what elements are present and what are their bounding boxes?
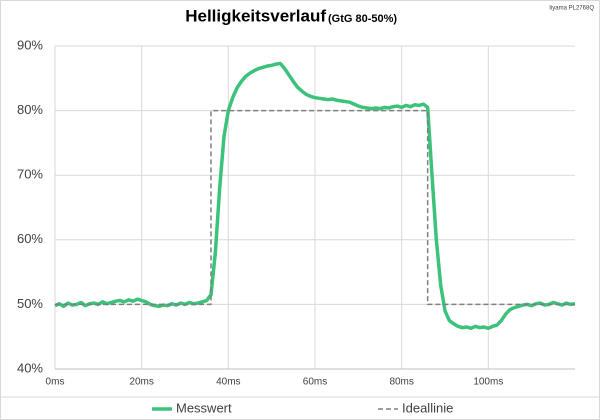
x-tick-label: 60ms xyxy=(303,377,327,388)
y-tick-label: 60% xyxy=(17,231,43,246)
x-tick-label: 80ms xyxy=(389,377,413,388)
x-tick-label: 0ms xyxy=(46,377,65,388)
y-tick-label: 50% xyxy=(17,296,43,311)
y-tick-label: 70% xyxy=(17,167,43,182)
series-line xyxy=(54,61,576,331)
legend-label: Messwert xyxy=(176,400,232,415)
annotation: Iiyama PL2768Q xyxy=(549,6,594,12)
y-tick-label: 80% xyxy=(17,102,43,117)
chart-title: Helligkeitsverlauf xyxy=(185,6,326,25)
y-tick-label: 90% xyxy=(17,37,43,52)
chart-subtitle: (GtG 80-50%) xyxy=(328,13,397,25)
x-tick-label: 100ms xyxy=(473,377,503,388)
x-tick-label: 20ms xyxy=(129,377,153,388)
x-tick-label: 40ms xyxy=(216,377,240,388)
legend-label: Ideallinie xyxy=(402,400,453,415)
series-line xyxy=(55,109,575,306)
y-tick-label: 40% xyxy=(17,360,43,375)
